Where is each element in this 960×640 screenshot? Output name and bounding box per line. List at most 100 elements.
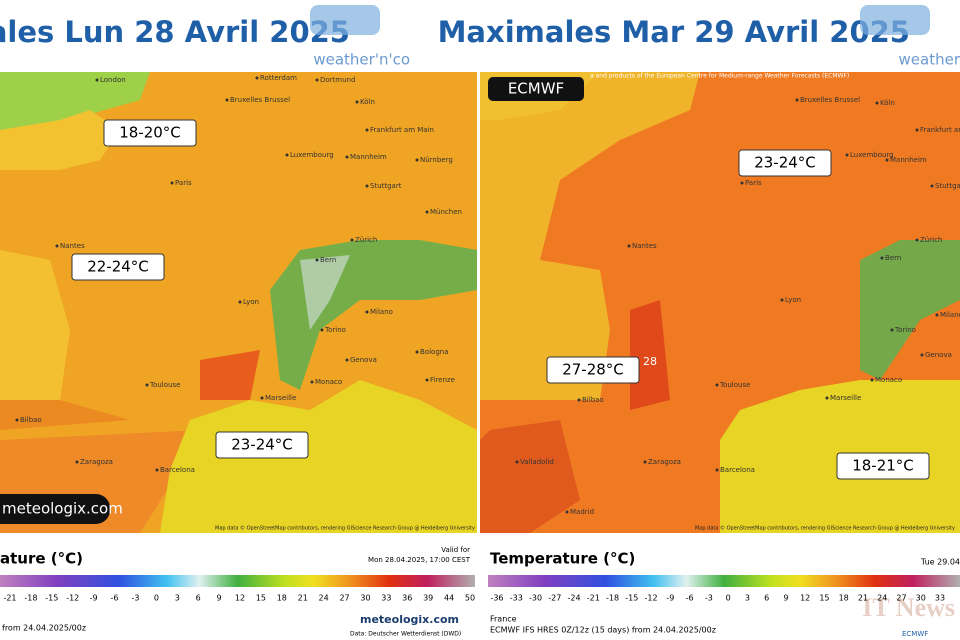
city-label: Torino bbox=[894, 326, 916, 334]
city-dot bbox=[365, 128, 369, 132]
city-label: Bruxelles Brussel bbox=[800, 96, 860, 104]
city-label: Zürich bbox=[355, 236, 377, 244]
city-dot bbox=[880, 256, 884, 260]
attribution: Map data © OpenStreetMap contributors, r… bbox=[215, 525, 475, 532]
scale-tick-label: 18 bbox=[839, 594, 849, 603]
callout-label: 23-24°C bbox=[754, 154, 816, 172]
city-dot bbox=[920, 353, 924, 357]
city-dot bbox=[577, 398, 581, 402]
city-label: Lyon bbox=[785, 296, 801, 304]
city-label: Genova bbox=[350, 356, 377, 364]
scale-tick-label: 27 bbox=[896, 594, 906, 603]
scale-tick-label: 30 bbox=[360, 594, 370, 603]
callout bbox=[546, 356, 640, 384]
city-label: Bern bbox=[885, 254, 901, 262]
scale-tick-label: 50 bbox=[465, 594, 475, 603]
header-note: a and products of the European Centre fo… bbox=[590, 73, 849, 80]
city-label: München bbox=[430, 208, 462, 216]
attribution: Map data © OpenStreetMap contributors, r… bbox=[695, 525, 955, 532]
city-label: Monaco bbox=[315, 378, 342, 386]
city-label: Marseille bbox=[265, 394, 296, 402]
city-label: Luxembourg bbox=[290, 151, 334, 159]
brand: meteologix.com bbox=[360, 613, 459, 626]
scale-tick-label: 39 bbox=[423, 594, 433, 603]
logo-mark bbox=[310, 5, 380, 35]
scale-tick-label: -3 bbox=[131, 594, 139, 603]
city-label: Toulouse bbox=[149, 381, 180, 389]
city-dot bbox=[627, 244, 631, 248]
color-scale bbox=[488, 575, 960, 587]
city-dot bbox=[825, 396, 829, 400]
city-dot bbox=[315, 78, 319, 82]
scale-tick-label: -15 bbox=[45, 594, 58, 603]
city-label: Zaragoza bbox=[80, 458, 113, 466]
scale-tick-label: -3 bbox=[705, 594, 713, 603]
city-dot bbox=[515, 460, 519, 464]
valid-label: Valid for bbox=[441, 546, 470, 554]
city-label: Dortmund bbox=[320, 76, 355, 84]
watermark-box bbox=[0, 494, 110, 524]
city-label: Madrid bbox=[570, 508, 594, 516]
scale-tick-label: 33 bbox=[935, 594, 945, 603]
city-label: Nürnberg bbox=[420, 156, 453, 164]
spot-value: 28 bbox=[643, 355, 657, 368]
city-label: Zaragoza bbox=[648, 458, 681, 466]
scale-tick-label: -21 bbox=[587, 594, 600, 603]
scale-tick-label: -6 bbox=[111, 594, 119, 603]
city-label: Bruxelles Brussel bbox=[230, 96, 290, 104]
scale-tick-label: 0 bbox=[726, 594, 731, 603]
city-label: Stuttgart bbox=[935, 182, 960, 190]
divider bbox=[477, 0, 480, 640]
legend-title: Temperature (°C) bbox=[490, 550, 635, 568]
city-dot bbox=[425, 378, 429, 382]
scale-tick-label: -24 bbox=[568, 594, 581, 603]
scale-tick-label: -18 bbox=[606, 594, 619, 603]
legend-title: ature (°C) bbox=[0, 550, 83, 568]
watermark: meteologix.com bbox=[2, 500, 123, 518]
scale-tick-label: 44 bbox=[444, 594, 454, 603]
callout bbox=[103, 119, 197, 147]
city-dot bbox=[238, 300, 242, 304]
city-label: Milano bbox=[940, 311, 960, 319]
city-label: Rotterdam bbox=[260, 74, 297, 82]
city-label: London bbox=[100, 76, 126, 84]
city-dot bbox=[350, 238, 354, 242]
city-dot bbox=[780, 298, 784, 302]
city-dot bbox=[795, 98, 799, 102]
model-badge bbox=[488, 77, 584, 101]
city-label: Köln bbox=[360, 98, 375, 106]
city-dot bbox=[715, 468, 719, 472]
city-dot bbox=[155, 468, 159, 472]
city-dot bbox=[55, 244, 59, 248]
city-dot bbox=[885, 158, 889, 162]
scale-tick-label: -12 bbox=[66, 594, 79, 603]
city-label: Frankfurt am Main bbox=[920, 126, 960, 134]
city-dot bbox=[355, 100, 359, 104]
scale-tick-label: 24 bbox=[319, 594, 329, 603]
callout-label: 27-28°C bbox=[562, 361, 624, 379]
city-dot bbox=[225, 98, 229, 102]
city-dot bbox=[875, 101, 879, 105]
city-label: Bern bbox=[320, 256, 336, 264]
city-label: Lyon bbox=[243, 298, 259, 306]
city-dot bbox=[740, 181, 744, 185]
page-title: imales Lun 28 Avril 2025 bbox=[0, 15, 350, 49]
callout-label: 18-21°C bbox=[852, 457, 914, 475]
source: Data: Deutscher Wetterdienst (DWD) bbox=[350, 631, 461, 638]
city-label: Stuttgart bbox=[370, 182, 402, 190]
brand: ECMWF bbox=[902, 630, 928, 638]
city-dot bbox=[915, 238, 919, 242]
footer-run: ECMWF IFS HRES 0Z/12z (15 days) from 24.… bbox=[490, 626, 716, 635]
valid-time: Mon 28.04.2025, 17:00 CEST bbox=[368, 556, 471, 564]
city-dot bbox=[95, 78, 99, 82]
city-label: Paris bbox=[745, 179, 762, 187]
callout-label: 18-20°C bbox=[119, 124, 181, 142]
city-label: Bilbao bbox=[582, 396, 604, 404]
scale-tick-label: 15 bbox=[256, 594, 266, 603]
city-label: Bologna bbox=[420, 348, 448, 356]
scale-tick-label: 27 bbox=[339, 594, 349, 603]
city-dot bbox=[145, 383, 149, 387]
city-dot bbox=[315, 258, 319, 262]
city-label: Barcelona bbox=[160, 466, 195, 474]
